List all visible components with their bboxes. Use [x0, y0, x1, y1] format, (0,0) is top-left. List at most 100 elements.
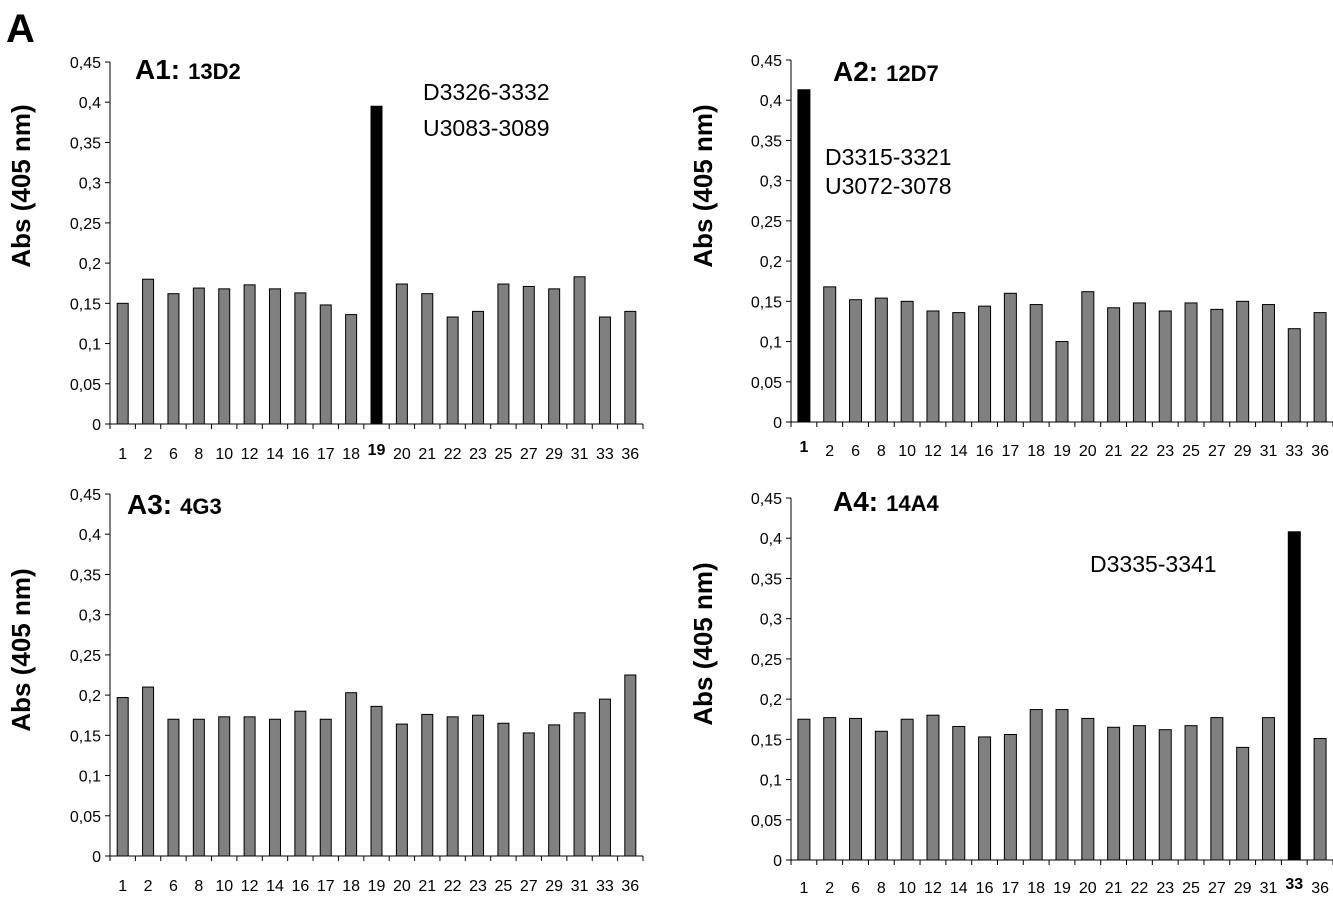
bar	[1261, 304, 1275, 423]
y-tick-label: 0,2	[79, 256, 101, 273]
x-tick-label: 16	[976, 443, 994, 460]
bar	[624, 674, 637, 857]
chart-title-panel: A1:	[135, 54, 180, 85]
bar	[268, 288, 281, 425]
y-tick-label: 0,05	[70, 377, 101, 394]
x-tick-label: 12	[241, 878, 259, 895]
x-tick-label: 36	[621, 878, 639, 895]
x-tick-label: 21	[1105, 880, 1123, 897]
bar	[167, 293, 180, 425]
x-tick-label: 27	[1208, 443, 1226, 460]
bar-highlighted	[1287, 531, 1301, 861]
bar	[268, 718, 281, 857]
bar	[192, 287, 205, 425]
bar	[1003, 292, 1017, 423]
y-tick-label: 0,1	[760, 335, 782, 352]
bar	[1055, 341, 1069, 423]
bar	[1158, 729, 1172, 861]
bar	[1184, 725, 1198, 861]
y-tick-label: 0,4	[79, 95, 101, 112]
x-tick-label: 8	[194, 878, 203, 895]
x-tick-label: 8	[877, 443, 886, 460]
bar	[472, 714, 485, 857]
x-tick-label: 16	[976, 880, 994, 897]
bar	[1158, 310, 1172, 423]
bar	[497, 722, 510, 857]
bar	[1236, 746, 1250, 861]
y-tick-label: 0,4	[760, 531, 782, 548]
chart-panel-a4: 00,050,10,150,20,250,30,350,40,451 2 6 8 10 1…	[688, 486, 1333, 897]
y-tick-label: 0,25	[751, 652, 782, 669]
y-tick-label: 0	[92, 849, 101, 866]
x-tick-label: 31	[1260, 443, 1278, 460]
chart-title-panel: A3:	[127, 489, 172, 520]
bar	[1313, 312, 1327, 423]
bar	[421, 713, 434, 857]
chart-panel-a2: 00,050,10,150,20,250,30,350,40,451 2 6 8 10 1…	[688, 53, 1333, 460]
bar	[142, 686, 155, 857]
bar	[874, 297, 888, 423]
x-tick-label: 19	[1053, 880, 1071, 897]
bar	[926, 310, 940, 423]
y-tick-label: 0,1	[79, 769, 101, 786]
bar	[1132, 725, 1146, 861]
y-axis-title: Abs (405 nm)	[6, 104, 36, 267]
bar	[598, 698, 611, 857]
y-tick-label: 0,35	[70, 567, 101, 584]
bar	[978, 736, 992, 861]
bar	[167, 718, 180, 857]
bar	[522, 285, 535, 425]
x-tick-label: 14	[950, 880, 968, 897]
y-tick-label: 0,3	[760, 612, 782, 629]
y-tick-label: 0,35	[751, 571, 782, 588]
chart-title-panel: A2:	[833, 56, 878, 87]
y-tick-label: 0,25	[70, 648, 101, 665]
x-tick-label: 21	[1105, 443, 1123, 460]
x-tick-label: 23	[1156, 443, 1174, 460]
chart-title: A3: 4G3	[127, 489, 222, 520]
x-tick-label: 19	[368, 878, 386, 895]
bar	[1210, 717, 1224, 861]
x-tick-label: 33	[1285, 443, 1303, 460]
bar	[1287, 328, 1301, 423]
bar	[522, 732, 535, 857]
x-tick-label: 27	[520, 878, 538, 895]
bar	[1107, 726, 1121, 861]
y-tick-label: 0,45	[70, 487, 101, 504]
bar	[446, 316, 459, 425]
bar	[1184, 302, 1198, 423]
bar	[1236, 300, 1250, 423]
chart-title: A4: 14A4	[833, 486, 939, 517]
y-tick-label: 0,25	[751, 214, 782, 231]
x-tick-label: 29	[545, 446, 563, 463]
bar	[548, 724, 561, 857]
x-tick-label: 22	[1131, 880, 1149, 897]
x-tick-label: 22	[444, 878, 462, 895]
y-tick-label: 0,45	[751, 491, 782, 508]
bar	[345, 314, 358, 425]
y-tick-label: 0,1	[760, 773, 782, 790]
y-tick-label: 0,2	[760, 692, 782, 709]
x-tick-label: 14	[950, 443, 968, 460]
x-tick-label: 12	[924, 443, 942, 460]
x-tick-label: 1	[118, 446, 127, 463]
x-tick-label: 25	[495, 878, 513, 895]
figure-panel-letter: A	[6, 7, 35, 51]
bar	[243, 716, 256, 857]
x-tick-label: 29	[1234, 880, 1252, 897]
x-tick-label: 36	[621, 446, 639, 463]
bar	[823, 286, 837, 423]
bar	[573, 712, 586, 857]
x-tick-label: 1	[799, 880, 808, 897]
x-tick-label: 10	[215, 446, 233, 463]
bar	[1107, 307, 1121, 423]
chart-panel-a3: 00,050,10,150,20,250,30,350,40,451 2 6 8 10 1…	[6, 487, 644, 895]
x-tick-label: 29	[1234, 443, 1252, 460]
x-tick-label: 14	[266, 446, 284, 463]
bar	[192, 718, 205, 857]
x-tick-label: 2	[825, 880, 834, 897]
x-tick-label: 19	[1053, 443, 1071, 460]
chart-title-antibody: 14A4	[886, 491, 939, 516]
x-tick-label: 17	[1001, 880, 1019, 897]
y-axis-title: Abs (405 nm)	[688, 562, 718, 725]
